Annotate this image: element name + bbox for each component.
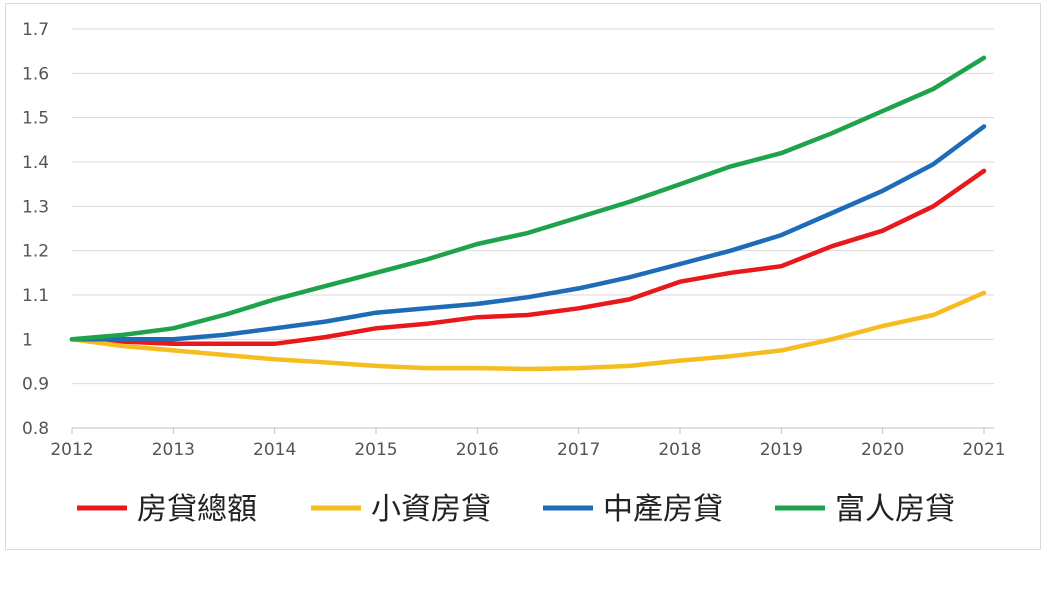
series-line-3 [69, 124, 987, 342]
x-tick-label: 2014 [253, 440, 296, 460]
x-tick-label: 2013 [152, 440, 195, 460]
legend-label-1: 房貸總額 [137, 492, 257, 527]
y-tick-label: 1.5 [22, 109, 49, 129]
x-axis-ticks: 2012 2013 2014 2015 2016 2017 2018 2019 2020 2021 [50, 428, 1006, 460]
y-tick-label: 0.9 [22, 375, 49, 395]
x-tick-label: 2015 [354, 440, 397, 460]
x-tick-label: 2016 [456, 440, 499, 460]
grid-lines [72, 28, 994, 429]
x-tick-label: 2017 [557, 440, 600, 460]
series-line-4 [69, 55, 987, 342]
series-line-1 [69, 168, 987, 347]
y-tick-label: 1.2 [22, 242, 49, 262]
y-tick-label: 1 [22, 330, 33, 350]
legend-label-3: 中產房貸 [603, 492, 723, 527]
y-tick-label: 1.7 [22, 20, 49, 40]
legend-label-4: 富人房貸 [835, 492, 955, 527]
series-lines [69, 55, 987, 372]
y-tick-label: 1.6 [22, 64, 49, 84]
legend-label-2: 小資房貸 [371, 492, 491, 527]
x-tick-label: 2021 [962, 440, 1005, 460]
x-tick-label: 2012 [50, 440, 93, 460]
x-tick-label: 2018 [658, 440, 701, 460]
y-axis-ticks: 0.8 0.9 1 1.1 1.2 1.3 1.4 1.5 1.6 1.7 [22, 20, 49, 439]
x-tick-label: 2020 [861, 440, 904, 460]
y-tick-label: 1.3 [22, 197, 49, 217]
y-tick-label: 0.8 [22, 419, 49, 439]
x-tick-label: 2019 [760, 440, 803, 460]
y-tick-label: 1.4 [22, 153, 49, 173]
chart-frame [5, 3, 1041, 550]
legend: 房貸總額 小資房貸 中產房貸 富人房貸 [77, 492, 955, 527]
series-line-2 [69, 290, 987, 372]
y-tick-label: 1.1 [22, 286, 49, 306]
